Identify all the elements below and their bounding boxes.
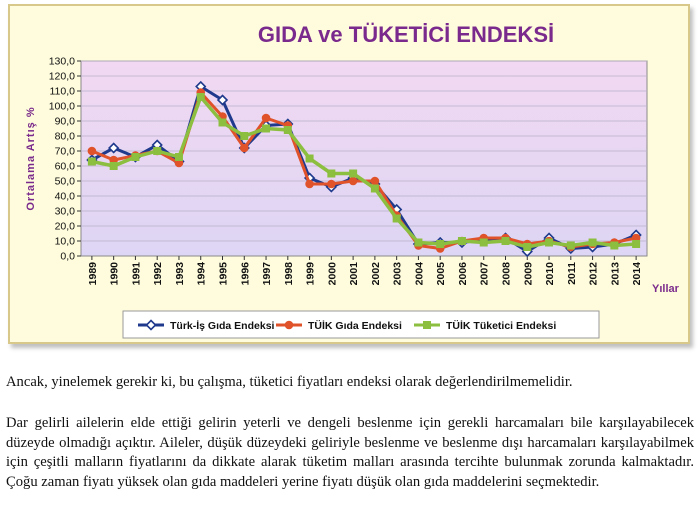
x-tick-label: 2002 <box>370 262 382 286</box>
legend-label: TÜİK Tüketici Endeksi <box>446 319 556 332</box>
x-tick-label: 1990 <box>109 262 121 286</box>
chart-frame: GIDA ve TÜKETİCİ ENDEKSİ 0,0 10,0 20,0 30,0 4… <box>8 4 690 344</box>
x-tick-label: 2005 <box>435 262 447 286</box>
x-tick-label: 2006 <box>457 262 469 286</box>
x-tick-label: 1996 <box>239 262 251 286</box>
x-tick-label: 1998 <box>283 262 295 286</box>
series-3-point <box>523 243 532 251</box>
x-tick-label: 2009 <box>522 262 534 286</box>
x-tick-label: 2001 <box>348 262 360 286</box>
x-tick-label: 2000 <box>326 262 338 286</box>
series-3-point <box>588 238 597 247</box>
x-tick-label: 2011 <box>566 262 578 285</box>
y-tick-label: 100,0 <box>49 101 75 113</box>
legend-swatch-marker <box>284 320 294 330</box>
series-3-point <box>392 214 401 223</box>
y-axis-title: Ortalama Artış % <box>25 106 37 210</box>
x-axis-title: Yıllar <box>652 283 680 295</box>
series-3-point <box>109 162 118 170</box>
y-tick-label: 30,0 <box>55 206 76 218</box>
series-3-point <box>501 237 510 245</box>
series-3-point <box>370 184 379 193</box>
series-3-point <box>610 241 619 250</box>
y-tick-label: 50,0 <box>55 176 76 188</box>
series-3-point <box>174 153 183 161</box>
series-3-point <box>87 157 96 166</box>
legend-label: TÜİK Gıda Endeksi <box>308 319 402 332</box>
legend-swatch-marker <box>145 319 157 331</box>
series-1-point <box>108 142 120 154</box>
y-tick-label: 80,0 <box>55 131 76 143</box>
x-tick-label: 2013 <box>609 262 621 286</box>
x-tick-label: 2014 <box>631 262 643 286</box>
series-3-point <box>545 238 554 247</box>
series-3-point <box>414 238 423 247</box>
series-3-point <box>436 240 445 248</box>
legend-swatch-marker <box>423 321 431 329</box>
x-tick-label: 2003 <box>392 262 404 286</box>
legend-box <box>122 310 600 339</box>
x-tick-label: 1991 <box>130 262 142 286</box>
x-tick-label: 2008 <box>501 262 513 286</box>
line-chart: GIDA ve TÜKETİCİ ENDEKSİ 0,0 10,0 20,0 30,0 4… <box>25 22 680 339</box>
series-2-point <box>261 113 271 123</box>
x-tick-label: 1995 <box>218 262 230 286</box>
legend-label: Türk-İş Gıda Endeksi <box>170 319 275 332</box>
x-tick-label: 1989 <box>87 262 99 286</box>
series-2-point <box>370 176 380 186</box>
series-3-point <box>196 93 205 101</box>
series-3-point <box>153 147 162 155</box>
series-3-point <box>240 132 249 140</box>
y-tick-label: 60,0 <box>55 161 76 173</box>
chart-title: GIDA ve TÜKETİCİ ENDEKSİ <box>258 22 554 47</box>
series-2-point <box>87 146 97 156</box>
y-tick-label: 90,0 <box>55 116 76 128</box>
series-3-point <box>283 126 292 134</box>
y-tick-label: 70,0 <box>55 146 76 158</box>
y-tick-label: 40,0 <box>55 191 76 203</box>
series-2-point <box>327 179 336 189</box>
x-tick-label: 1994 <box>196 262 208 286</box>
series-2-point <box>239 143 249 153</box>
series-2-point <box>305 179 314 189</box>
series-3-point <box>349 169 358 178</box>
x-tick-label: 1993 <box>174 262 186 286</box>
x-tick-label: 1992 <box>152 262 164 286</box>
series-1-point <box>216 94 229 106</box>
series-3-point <box>131 153 140 161</box>
x-tick-label: 1999 <box>305 262 317 286</box>
x-tick-label: 1997 <box>261 262 273 286</box>
y-tick-label: 10,0 <box>55 236 76 248</box>
series-3-point <box>262 124 271 133</box>
series-3-point <box>566 241 575 250</box>
series-2-point <box>348 176 358 186</box>
series-3-point <box>479 238 488 247</box>
paragraph-body: Dar gelirli ailelerin elde ettiği geliri… <box>6 415 694 490</box>
series-3-point <box>632 240 641 248</box>
y-tick-label: 0,0 <box>60 251 75 263</box>
x-tick-label: 2004 <box>413 262 425 286</box>
y-tick-label: 120,0 <box>49 71 75 83</box>
plot-area <box>80 60 648 257</box>
series-3-point <box>457 237 466 245</box>
x-tick-label: 2012 <box>588 262 600 286</box>
y-tick-label: 130,0 <box>49 56 75 68</box>
paragraph-intro: Ancak, yinelemek gerekir ki, bu çalışma,… <box>6 374 573 390</box>
y-tick-label: 110,0 <box>50 86 76 98</box>
series-3-point <box>327 169 336 178</box>
series-3-point <box>218 118 227 127</box>
y-tick-label: 20,0 <box>55 221 76 233</box>
series-3-point <box>305 154 314 163</box>
x-tick-label: 2010 <box>544 262 556 286</box>
x-tick-label: 2007 <box>479 262 491 286</box>
